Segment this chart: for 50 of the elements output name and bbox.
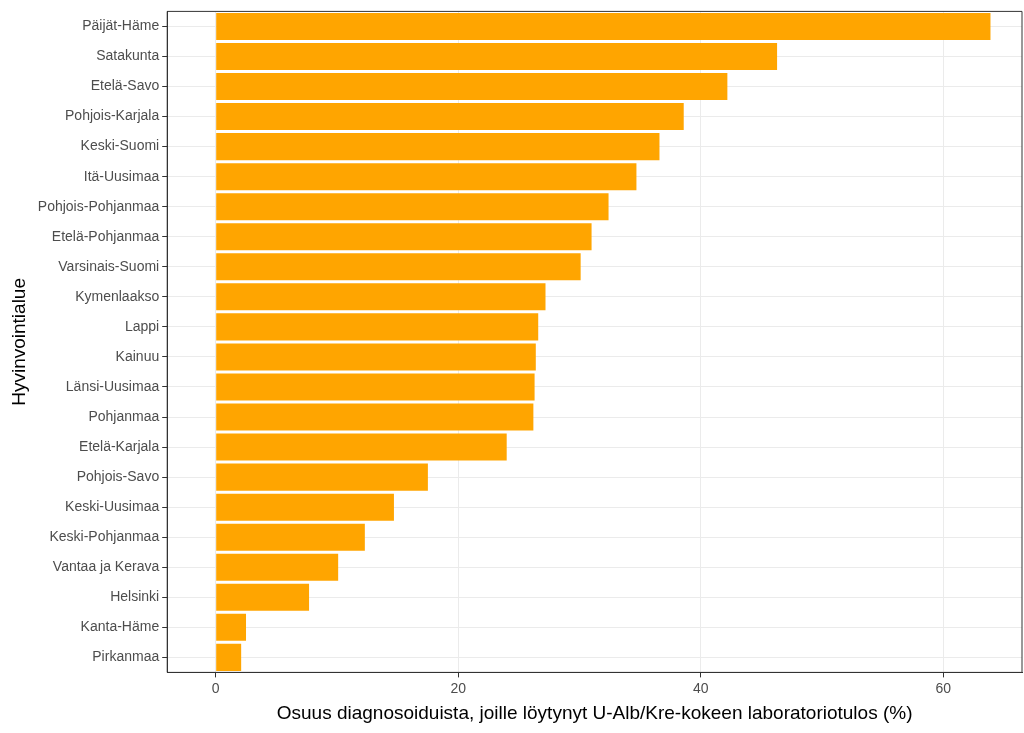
y-tick-label: Pohjanmaa <box>88 407 160 424</box>
y-tick-label: Keski-Suomi <box>80 137 160 154</box>
bar <box>216 343 536 371</box>
bar <box>216 403 534 431</box>
y-tick-label: Keski-Uusimaa <box>65 498 160 515</box>
y-tick-label: Kymenlaakso <box>75 287 160 304</box>
y-tick-label: Länsi-Uusimaa <box>65 377 160 394</box>
bar <box>216 553 339 581</box>
bar <box>216 223 592 251</box>
y-tick-label: Itä-Uusimaa <box>83 167 160 184</box>
y-tick-label: Etelä-Savo <box>90 77 160 94</box>
x-tick-label: 40 <box>692 679 709 696</box>
bar <box>216 193 609 221</box>
y-tick-label: Etelä-Karjala <box>79 437 160 454</box>
bar <box>216 283 546 311</box>
bar <box>216 103 684 131</box>
y-tick-label: Lappi <box>124 317 160 334</box>
bar <box>216 643 242 671</box>
y-tick-label: Pohjois-Karjala <box>65 107 160 124</box>
bar <box>216 72 728 101</box>
bar <box>216 133 660 161</box>
bar <box>216 313 539 341</box>
y-tick-label: Pirkanmaa <box>92 648 160 665</box>
x-tick-label: 0 <box>211 679 220 696</box>
bar <box>216 523 365 551</box>
y-tick-label: Kainuu <box>115 347 160 364</box>
y-tick-label: Kanta-Häme <box>80 618 160 635</box>
x-tick-label: 20 <box>450 679 467 696</box>
bar <box>216 463 428 491</box>
y-tick-label: Satakunta <box>96 47 160 64</box>
y-tick-label: Päijät-Häme <box>82 17 160 34</box>
y-tick-label: Etelä-Pohjanmaa <box>51 227 160 244</box>
bar <box>216 163 637 191</box>
bar <box>216 373 535 401</box>
y-tick-label: Varsinais-Suomi <box>58 257 160 274</box>
bar <box>216 613 247 641</box>
x-axis-title: Osuus diagnosoiduista, joille löytynyt U-Alb/Kre-kokeen laboratoriotulos (%) <box>276 701 913 723</box>
y-tick-label: Helsinki <box>110 588 160 605</box>
y-tick-label: Pohjois-Pohjanmaa <box>37 197 160 214</box>
bar <box>216 12 991 40</box>
bar <box>216 433 507 461</box>
bar <box>216 253 581 281</box>
y-tick-label: Pohjois-Savo <box>76 467 160 484</box>
bar <box>216 493 394 521</box>
y-axis-title: Hyvinvointialue <box>7 278 29 406</box>
bar <box>216 583 310 611</box>
x-tick-label: 60 <box>935 679 952 696</box>
y-tick-label: Keski-Pohjanmaa <box>49 528 160 545</box>
bar <box>216 42 778 70</box>
y-tick-label: Vantaa ja Kerava <box>52 558 160 575</box>
